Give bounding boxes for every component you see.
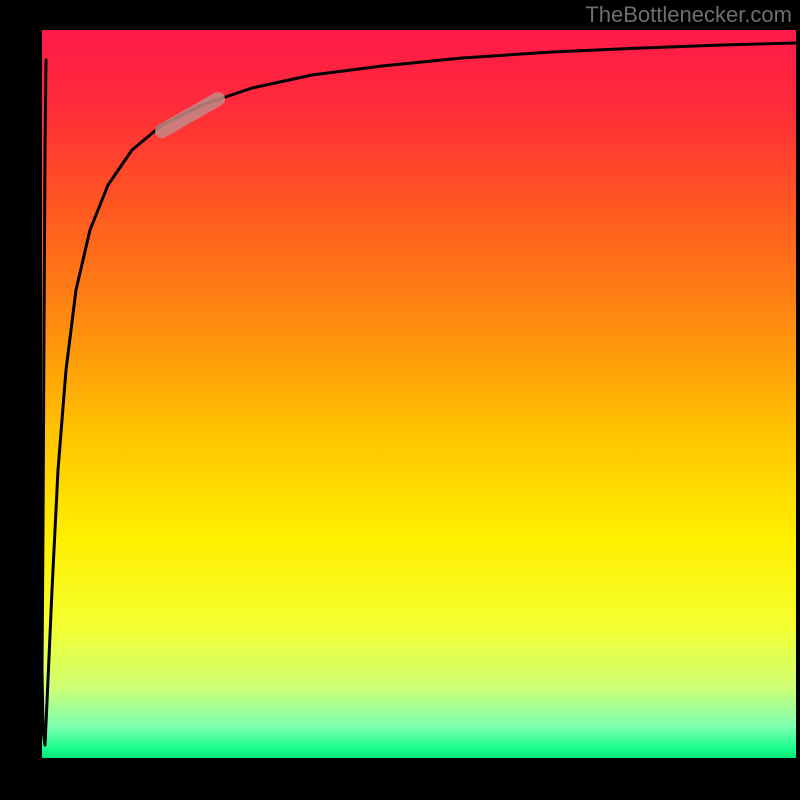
curve-layer [42,30,796,758]
plot-area [42,30,796,758]
highlight-segment [162,99,218,131]
bottleneck-curve [42,43,796,745]
chart-container: TheBottlenecker.com [0,0,800,800]
watermark-text: TheBottlenecker.com [585,2,792,28]
